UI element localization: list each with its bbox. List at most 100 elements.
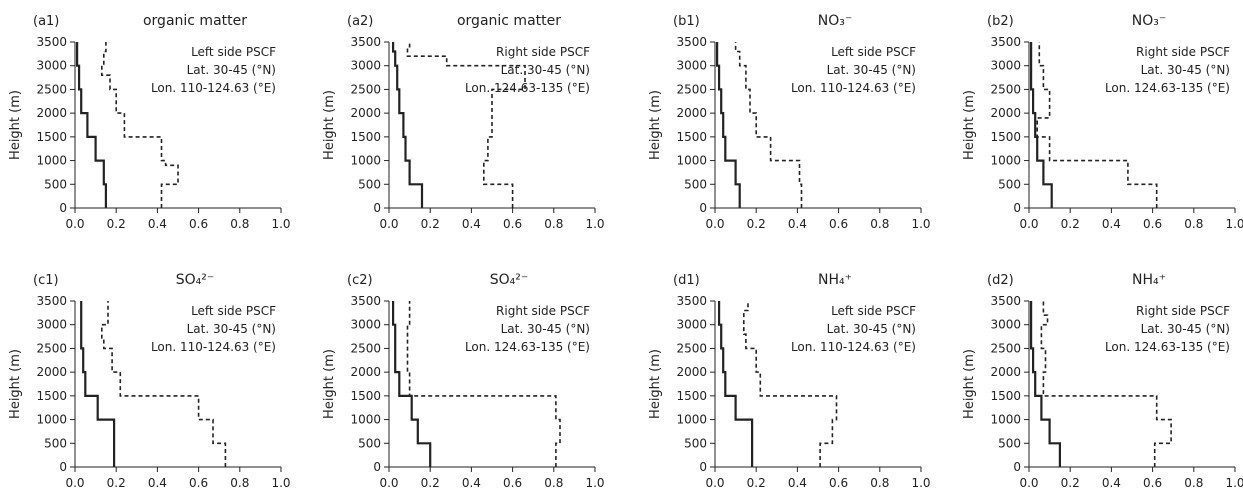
y-axis-title: Height (m) <box>322 349 337 419</box>
panel-annotation-line: Left side PSCF <box>831 45 916 59</box>
y-tick-label: 500 <box>684 177 707 191</box>
y-tick-label: 2500 <box>36 341 67 355</box>
panel-label: (a2) <box>347 14 373 29</box>
y-tick-label: 1500 <box>350 389 381 403</box>
panel-label: (b1) <box>673 14 700 29</box>
x-tick-label: 0.4 <box>1102 476 1121 490</box>
y-tick-label: 0 <box>373 460 381 474</box>
y-tick-label: 1000 <box>676 154 707 168</box>
x-tick-label: 0.4 <box>462 476 481 490</box>
x-tick-label: 0.2 <box>747 217 766 231</box>
y-axis-title: Height (m) <box>8 349 23 419</box>
chart-panel: 0.0 0.2 0.4 0.6 0.8 1.0 0 500 1000 1500 2000 2500 30… <box>8 272 291 490</box>
x-tick-label: 1.0 <box>911 217 930 231</box>
y-tick-label: 2000 <box>676 365 707 379</box>
panel-annotation-line: Lon. 124.63-135 (°E) <box>1105 340 1230 354</box>
dashed-profile-line <box>101 301 227 467</box>
y-tick-label: 2500 <box>990 82 1021 96</box>
y-tick-label: 1000 <box>990 413 1021 427</box>
y-tick-label: 0 <box>1013 201 1021 215</box>
panel-title: NH₄⁺ <box>818 272 852 288</box>
panel-annotation-line: Lon. 124.63-135 (°E) <box>1105 81 1230 95</box>
y-tick-label: 2500 <box>350 82 381 96</box>
solid-profile-line <box>1029 301 1062 467</box>
x-tick-label: 1.0 <box>1225 476 1243 490</box>
x-tick-label: 0.6 <box>829 476 848 490</box>
panel-annotation-line: Lon. 124.63-135 (°E) <box>465 340 590 354</box>
x-tick-label: 0.0 <box>379 217 398 231</box>
y-tick-label: 2500 <box>36 82 67 96</box>
y-tick-label: 3500 <box>676 35 707 49</box>
y-tick-label: 3000 <box>350 59 381 73</box>
x-tick-label: 1.0 <box>585 476 604 490</box>
chart-panel: 0.0 0.2 0.4 0.6 0.8 1.0 0 500 1000 1500 2000 2500 30… <box>962 13 1243 231</box>
x-tick-label: 0.0 <box>379 476 398 490</box>
x-tick-label: 0.2 <box>107 476 126 490</box>
panel-annotation-line: Right side PSCF <box>496 304 590 318</box>
chart-panel: 0.0 0.2 0.4 0.6 0.8 1.0 0 500 1000 1500 2000 2500 30… <box>648 13 931 231</box>
panel-title: SO₄²⁻ <box>490 272 529 288</box>
dashed-profile-line <box>1036 42 1158 208</box>
y-tick-label: 3500 <box>350 35 381 49</box>
panel-label: (b2) <box>987 14 1014 29</box>
x-tick-label: 0.0 <box>1019 217 1038 231</box>
x-tick-label: 1.0 <box>271 217 290 231</box>
panel-annotation-line: Lat. 30-45 (°N) <box>501 322 590 336</box>
y-axis-title: Height (m) <box>648 349 663 419</box>
panel-title: NO₃⁻ <box>1132 13 1167 29</box>
panel-annotation-line: Lon. 110-124.63 (°E) <box>791 81 916 95</box>
solid-profile-line <box>392 42 424 208</box>
dashed-profile-line <box>406 42 526 208</box>
y-tick-label: 1000 <box>36 413 67 427</box>
x-tick-label: 0.2 <box>1061 217 1080 231</box>
y-tick-label: 1500 <box>350 130 381 144</box>
y-tick-label: 1500 <box>990 389 1021 403</box>
x-tick-label: 0.8 <box>230 217 249 231</box>
panel-annotation-line: Lat. 30-45 (°N) <box>827 63 916 77</box>
y-tick-label: 500 <box>998 436 1021 450</box>
x-tick-label: 1.0 <box>1225 217 1243 231</box>
x-tick-label: 0.6 <box>189 217 208 231</box>
y-tick-label: 1000 <box>36 154 67 168</box>
y-tick-label: 2500 <box>350 341 381 355</box>
x-tick-label: 0.2 <box>421 476 440 490</box>
x-tick-label: 0.6 <box>189 476 208 490</box>
x-tick-label: 0.8 <box>544 476 563 490</box>
dashed-profile-line <box>734 42 803 208</box>
x-tick-label: 0.2 <box>107 217 126 231</box>
panel-annotation-line: Lat. 30-45 (°N) <box>187 322 276 336</box>
dashed-profile-line <box>1040 301 1172 467</box>
y-tick-label: 3000 <box>676 318 707 332</box>
y-tick-label: 3000 <box>36 318 67 332</box>
y-tick-label: 2500 <box>676 341 707 355</box>
y-axis-title: Height (m) <box>648 90 663 160</box>
chart-panel: 0.0 0.2 0.4 0.6 0.8 1.0 0 500 1000 1500 2000 2500 30… <box>962 272 1243 490</box>
x-tick-label: 0.0 <box>1019 476 1038 490</box>
y-tick-label: 3500 <box>990 294 1021 308</box>
chart-panel: 0.0 0.2 0.4 0.6 0.8 1.0 0 500 1000 1500 2000 2500 30… <box>322 272 605 490</box>
y-tick-label: 3500 <box>350 294 381 308</box>
panel-title: NO₃⁻ <box>818 13 853 29</box>
panel-annotation-line: Right side PSCF <box>1136 304 1230 318</box>
x-tick-label: 0.2 <box>421 217 440 231</box>
y-tick-label: 2500 <box>676 82 707 96</box>
panel-title: organic matter <box>143 13 247 29</box>
panel-label: (c2) <box>347 273 373 288</box>
x-tick-label: 0.6 <box>503 217 522 231</box>
solid-profile-line <box>1029 42 1053 208</box>
x-tick-label: 0.0 <box>65 476 84 490</box>
panel-annotation-line: Left side PSCF <box>831 304 916 318</box>
y-tick-label: 3500 <box>36 35 67 49</box>
y-tick-label: 3500 <box>36 294 67 308</box>
panel-annotation-line: Right side PSCF <box>496 45 590 59</box>
y-tick-label: 3000 <box>990 318 1021 332</box>
x-tick-label: 0.2 <box>1061 476 1080 490</box>
y-tick-label: 500 <box>998 177 1021 191</box>
y-tick-label: 1500 <box>36 389 67 403</box>
y-tick-label: 1000 <box>350 413 381 427</box>
y-tick-label: 500 <box>44 436 67 450</box>
x-tick-label: 0.8 <box>230 476 249 490</box>
x-tick-label: 0.6 <box>503 476 522 490</box>
